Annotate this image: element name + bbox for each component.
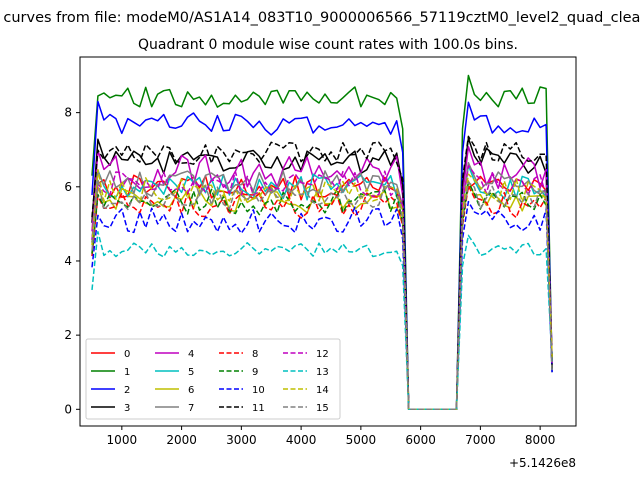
series-line-3: [91, 137, 553, 411]
legend-label: 0: [124, 349, 130, 360]
legend-label: 10: [252, 385, 265, 396]
series-line-1: [91, 74, 553, 411]
series-line-14: [91, 168, 553, 411]
x-tick-label: 3000: [226, 433, 257, 447]
legend-label: 4: [188, 349, 194, 360]
legend-label: 14: [316, 385, 329, 396]
legend-box: [85, 338, 341, 420]
legend-label: 1: [124, 367, 130, 378]
series-line-15: [91, 178, 553, 411]
x-tick-label: 6000: [405, 433, 436, 447]
series-line-8: [91, 184, 553, 411]
legend-label: 8: [252, 349, 258, 360]
y-axis: 0 2 4 6 8: [64, 106, 80, 416]
x-tick-label: 8000: [525, 433, 556, 447]
x-tick-label: 2000: [166, 433, 197, 447]
legend-label: 11: [252, 403, 265, 414]
x-axis: 1000 2000 3000 4000 5000 6000 7000 8000: [107, 426, 556, 447]
legend-label: 5: [188, 367, 194, 378]
legend-label: 15: [316, 403, 329, 414]
x-tick-label: 4000: [286, 433, 317, 447]
x-tick-label: 7000: [465, 433, 496, 447]
legend-label: 9: [252, 367, 258, 378]
y-tick-label: 6: [64, 180, 72, 194]
series-line-5: [91, 164, 553, 411]
series-line-7: [91, 161, 553, 411]
y-tick-label: 4: [64, 254, 72, 268]
legend-label: 7: [188, 403, 194, 414]
y-tick-label: 8: [64, 106, 72, 120]
series-line-2: [91, 100, 553, 411]
x-tick-label: 5000: [346, 433, 377, 447]
figure-suptitle: Light curves from file: modeM0/AS1A14_08…: [0, 10, 640, 26]
x-tick-label: 1000: [107, 433, 138, 447]
legend-label: 6: [188, 385, 194, 396]
series-line-4: [91, 145, 553, 411]
x-offset-label: +5.1426e8: [509, 456, 576, 470]
series-layer: [91, 74, 553, 411]
legend-label: 3: [124, 403, 130, 414]
axes-frame: [79, 56, 577, 427]
legend-label: 13: [316, 367, 329, 378]
legend-label: 2: [124, 385, 130, 396]
y-tick-label: 2: [64, 328, 72, 342]
y-tick-label: 0: [64, 402, 72, 416]
series-line-12: [91, 164, 553, 411]
series-line-13: [91, 230, 553, 411]
legend-label: 12: [316, 349, 329, 360]
series-line-10: [91, 200, 553, 411]
series-line-11: [91, 135, 553, 411]
chart-title: Quadrant 0 module wise count rates with …: [138, 37, 518, 53]
